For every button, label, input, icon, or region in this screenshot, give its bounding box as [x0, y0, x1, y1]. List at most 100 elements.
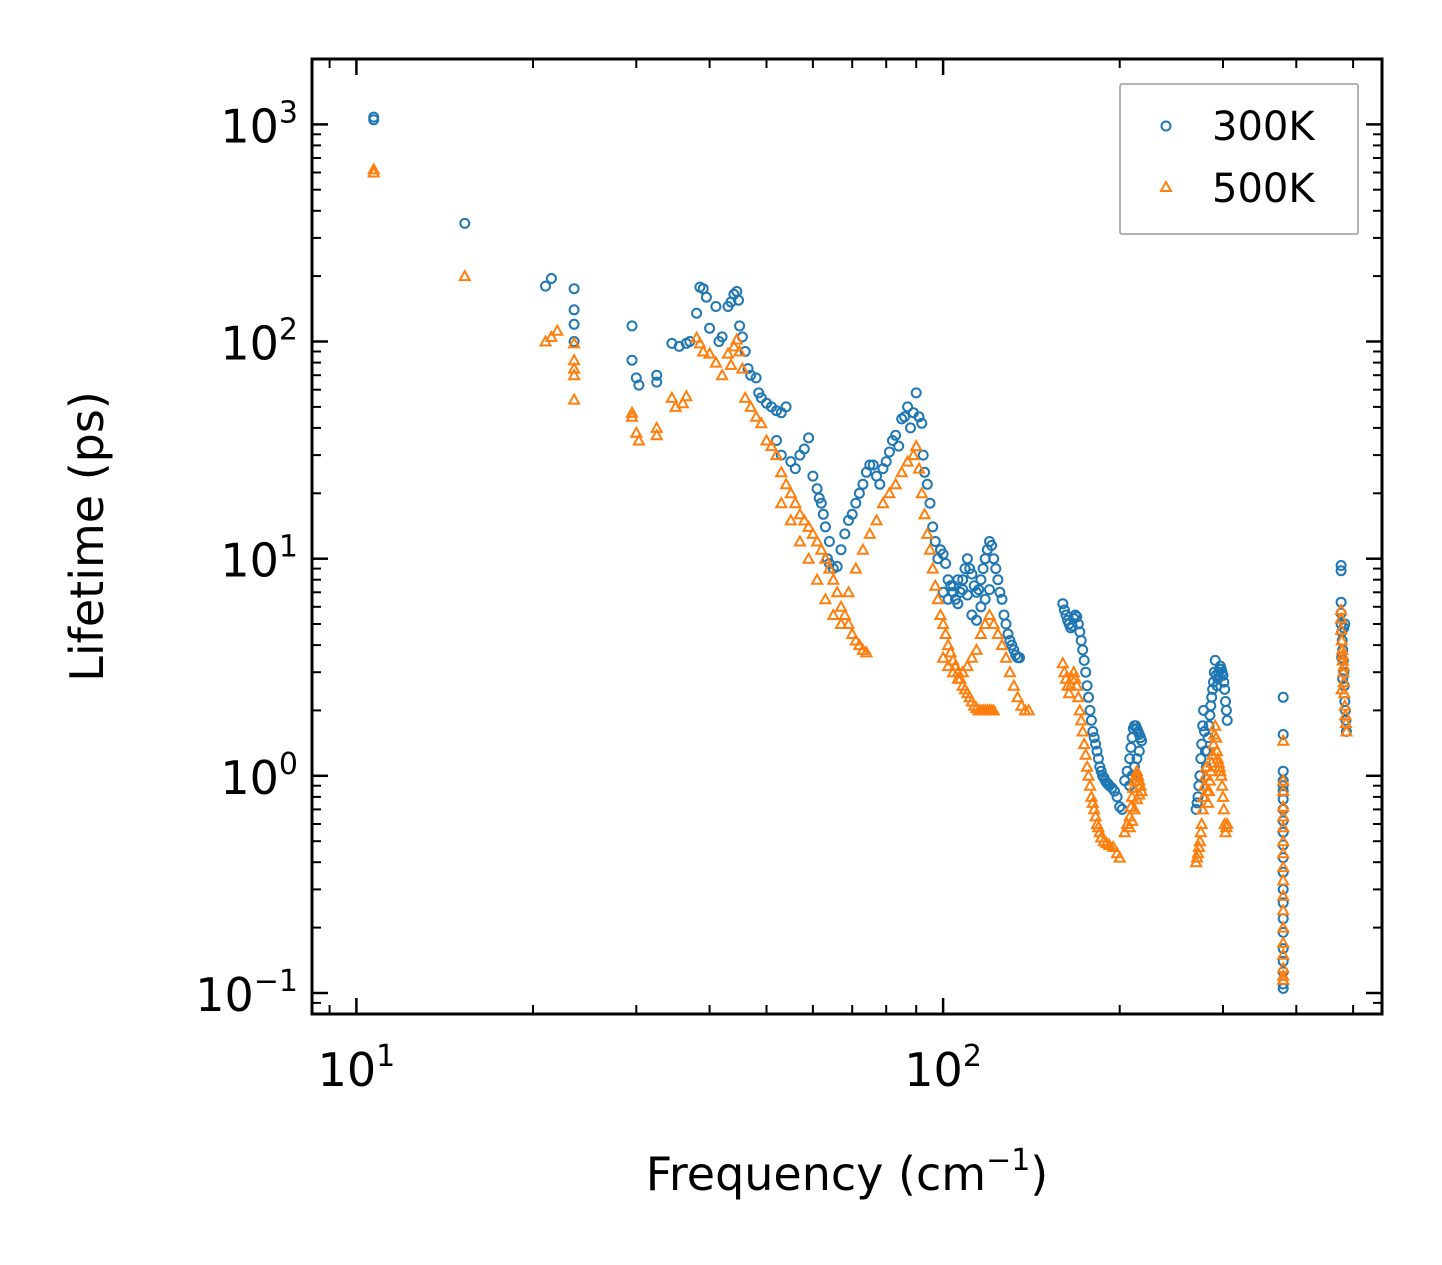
point-300k-84 [905, 422, 916, 434]
point-300k-72 [867, 459, 879, 471]
x-tick-label: 101 [318, 1039, 396, 1097]
point-500k-153 [1083, 778, 1097, 791]
point-500k-134 [1022, 703, 1036, 716]
point-500k-185 [1132, 787, 1146, 800]
point-300k-87 [913, 411, 925, 423]
point-300k-162 [1084, 704, 1096, 716]
point-500k-235 [1276, 935, 1290, 948]
y-tick-label: 100 [220, 747, 298, 805]
point-300k-253 [1277, 943, 1289, 955]
point-500k-2 [458, 269, 472, 282]
point-500k-4 [544, 329, 559, 342]
point-500k-121 [969, 642, 984, 655]
point-300k-93 [927, 521, 939, 533]
y-tick-label: 103 [220, 95, 298, 153]
point-300k-31 [733, 294, 744, 306]
y-axis-label: Lifetime (ps) [60, 391, 114, 682]
point-500k-116 [946, 665, 960, 678]
point-300k-83 [902, 401, 914, 413]
point-500k-16 [650, 428, 664, 441]
point-300k-207 [1197, 720, 1209, 732]
point-300k-236 [1277, 691, 1289, 703]
point-300k-51 [803, 432, 815, 444]
point-500k-50 [818, 551, 833, 564]
point-500k-66 [810, 572, 824, 585]
point-300k-97 [937, 548, 949, 560]
point-300k-123 [996, 593, 1008, 605]
point-500k-51 [822, 561, 837, 574]
point-500k-252 [1339, 724, 1354, 737]
point-500k-122 [974, 626, 988, 639]
point-500k-43 [788, 496, 802, 509]
point-300k-3 [540, 280, 551, 292]
point-500k-76 [882, 486, 897, 499]
point-300k-89 [917, 449, 929, 461]
point-500k-54 [834, 599, 848, 612]
point-500k-1 [367, 165, 381, 178]
point-300k-156 [1075, 635, 1087, 646]
point-500k-24 [702, 346, 717, 359]
point-500k-126 [991, 626, 1005, 639]
point-500k-9 [567, 368, 581, 381]
point-500k-47 [806, 526, 820, 539]
point-500k-91 [936, 616, 950, 629]
point-300k-271 [1340, 714, 1352, 726]
point-300k-64 [839, 528, 851, 540]
point-500k-33 [738, 390, 752, 403]
point-300k-199 [1133, 745, 1145, 757]
point-500k-194 [1196, 789, 1211, 802]
point-300k-161 [1083, 691, 1094, 703]
point-300k-215 [1204, 709, 1216, 721]
point-500k-63 [784, 513, 798, 526]
point-500k-73 [863, 526, 877, 539]
legend-marker-500k [1159, 179, 1173, 192]
point-500k-13 [629, 425, 643, 438]
point-500k-146 [1073, 703, 1087, 716]
point-300k-91 [921, 478, 933, 490]
series-500k [367, 162, 1354, 985]
y-tick-label: 102 [220, 313, 298, 371]
point-300k-138 [961, 589, 973, 601]
point-500k-90 [933, 607, 948, 620]
point-500k-75 [876, 496, 890, 509]
point-500k-44 [793, 507, 807, 520]
point-500k-242 [1334, 622, 1348, 635]
point-300k-118 [986, 540, 998, 551]
point-500k-62 [774, 496, 788, 509]
point-500k-127 [995, 638, 1009, 651]
point-500k-131 [1010, 690, 1025, 703]
point-500k-17 [665, 390, 679, 403]
point-500k-56 [841, 616, 856, 629]
point-500k-205 [1206, 737, 1221, 750]
point-500k-144 [1070, 678, 1084, 691]
point-500k-21 [689, 330, 704, 343]
point-500k-81 [909, 439, 923, 452]
point-500k-230 [1276, 860, 1290, 873]
point-300k-134 [942, 593, 954, 605]
point-300k-94 [929, 536, 941, 547]
point-500k-254 [1336, 647, 1350, 660]
point-500k-37 [759, 433, 774, 446]
point-500k-52 [826, 572, 840, 585]
point-500k-48 [810, 534, 824, 547]
point-500k-216 [1216, 789, 1230, 802]
point-500k-113 [987, 703, 1001, 716]
point-300k-142 [979, 593, 991, 605]
point-500k-135 [1056, 656, 1070, 669]
point-300k-114 [977, 563, 989, 575]
point-300k-68 [853, 487, 865, 499]
point-300k-164 [1087, 726, 1099, 737]
point-500k-14 [632, 433, 646, 446]
point-500k-85 [920, 526, 934, 539]
point-500k-46 [801, 519, 816, 532]
point-500k-190 [1193, 834, 1207, 847]
point-500k-86 [923, 542, 937, 555]
legend: 300K 500K [1119, 83, 1359, 235]
point-500k-32 [735, 361, 750, 374]
point-300k-153 [1071, 611, 1083, 623]
point-300k-258 [1335, 560, 1347, 571]
point-300k-170 [1095, 765, 1107, 777]
y-tick-label: 10−1 [195, 964, 298, 1022]
point-300k-19 [691, 307, 703, 319]
point-500k-167 [1113, 850, 1127, 863]
